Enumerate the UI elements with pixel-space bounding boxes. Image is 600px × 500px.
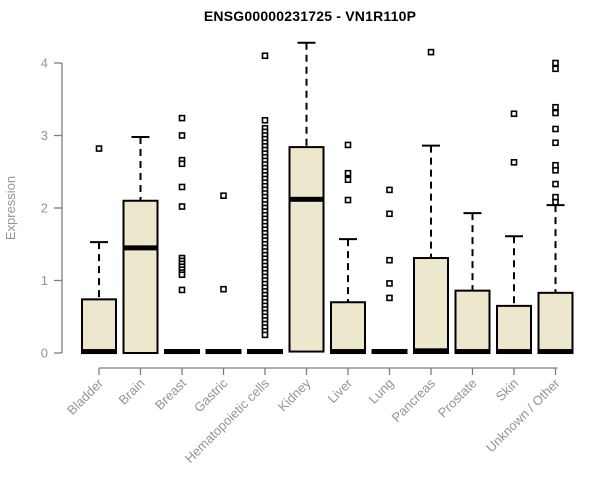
x-category-label: Lung bbox=[366, 376, 397, 407]
chart-title: ENSG00000231725 - VN1R110P bbox=[203, 8, 417, 24]
median-bar bbox=[496, 349, 532, 355]
outlier-point bbox=[178, 132, 186, 139]
x-category-label: Unknown / Other bbox=[483, 375, 563, 455]
outlier-point bbox=[220, 192, 227, 199]
outlier-point bbox=[344, 176, 352, 184]
outlier-point bbox=[386, 280, 393, 287]
iqr-box bbox=[454, 289, 491, 354]
outlier-point bbox=[178, 203, 186, 210]
outlier-point bbox=[427, 48, 435, 56]
x-category-label: Prostate bbox=[435, 376, 480, 421]
median-bar bbox=[413, 348, 449, 354]
outlier-point bbox=[178, 114, 186, 122]
x-category-label: Liver bbox=[325, 375, 356, 406]
outlier-point bbox=[552, 198, 559, 206]
iqr-box bbox=[330, 301, 366, 354]
outlier-point bbox=[220, 285, 227, 293]
iqr-box bbox=[288, 146, 325, 353]
box-unknown-other bbox=[537, 59, 574, 355]
box-hematopoietic-cells bbox=[247, 52, 283, 355]
x-category-label: Kidney bbox=[275, 375, 314, 414]
y-tick-label: 4 bbox=[41, 56, 48, 71]
box-bladder bbox=[81, 145, 117, 355]
iqr-box bbox=[537, 291, 574, 355]
outlier-point bbox=[552, 125, 559, 133]
median-bar bbox=[123, 245, 158, 251]
box-kidney bbox=[288, 41, 325, 353]
outlier-point bbox=[552, 180, 559, 188]
median-bar bbox=[81, 349, 117, 355]
x-category-label: Breast bbox=[152, 375, 189, 412]
box-pancreas bbox=[413, 48, 449, 354]
median-bar bbox=[330, 349, 366, 355]
x-category-label: Skin bbox=[493, 376, 521, 404]
outlier-point bbox=[552, 65, 559, 73]
outlier-point bbox=[261, 116, 269, 124]
box-lung bbox=[371, 186, 408, 355]
outlier-point bbox=[510, 110, 518, 118]
x-category-label: Gastric bbox=[191, 375, 231, 415]
outlier-point bbox=[552, 139, 559, 147]
y-tick-label: 0 bbox=[41, 346, 48, 361]
box-gastric bbox=[205, 192, 242, 355]
outlier-point bbox=[178, 183, 186, 191]
box-skin bbox=[496, 110, 532, 355]
median-bar bbox=[206, 349, 241, 355]
outlier-point bbox=[344, 196, 352, 204]
y-tick-label: 2 bbox=[41, 201, 48, 216]
median-bar bbox=[538, 349, 573, 355]
median-bar bbox=[289, 196, 324, 202]
box-brain bbox=[122, 135, 159, 354]
box-liver bbox=[330, 141, 366, 355]
outlier-point bbox=[552, 59, 559, 67]
y-tick-label: 3 bbox=[41, 128, 48, 143]
outlier-point bbox=[178, 160, 186, 168]
x-category-label: Bladder bbox=[64, 375, 107, 418]
outlier-point bbox=[552, 103, 559, 111]
median-bar bbox=[247, 349, 283, 355]
outlier-point bbox=[552, 161, 559, 169]
x-category-label: Pancreas bbox=[389, 375, 439, 425]
median-bar bbox=[164, 349, 200, 355]
x-category-label: Brain bbox=[116, 376, 148, 408]
iqr-box bbox=[496, 304, 532, 354]
iqr-box bbox=[81, 298, 117, 355]
outlier-point bbox=[261, 331, 269, 339]
iqr-box bbox=[122, 199, 159, 354]
outlier-point bbox=[386, 294, 393, 302]
iqr-box bbox=[413, 257, 449, 354]
outlier-point bbox=[344, 141, 352, 149]
outlier-point bbox=[178, 286, 186, 294]
outlier-point bbox=[552, 109, 559, 117]
median-bar bbox=[455, 349, 490, 355]
outlier-point bbox=[178, 271, 186, 279]
box-prostate bbox=[454, 212, 491, 355]
y-tick-label: 1 bbox=[41, 273, 48, 288]
outlier-point bbox=[386, 210, 393, 218]
outlier-point bbox=[344, 169, 352, 177]
outlier-point bbox=[261, 52, 269, 60]
outlier-point bbox=[552, 167, 559, 174]
outlier-point bbox=[386, 186, 393, 194]
median-bar bbox=[372, 349, 407, 355]
y-axis-title: Expression bbox=[3, 176, 18, 240]
outlier-point bbox=[552, 193, 559, 201]
outlier-point bbox=[386, 256, 393, 264]
outlier-point bbox=[95, 145, 103, 152]
box-breast bbox=[164, 114, 200, 355]
outlier-point bbox=[510, 159, 518, 166]
